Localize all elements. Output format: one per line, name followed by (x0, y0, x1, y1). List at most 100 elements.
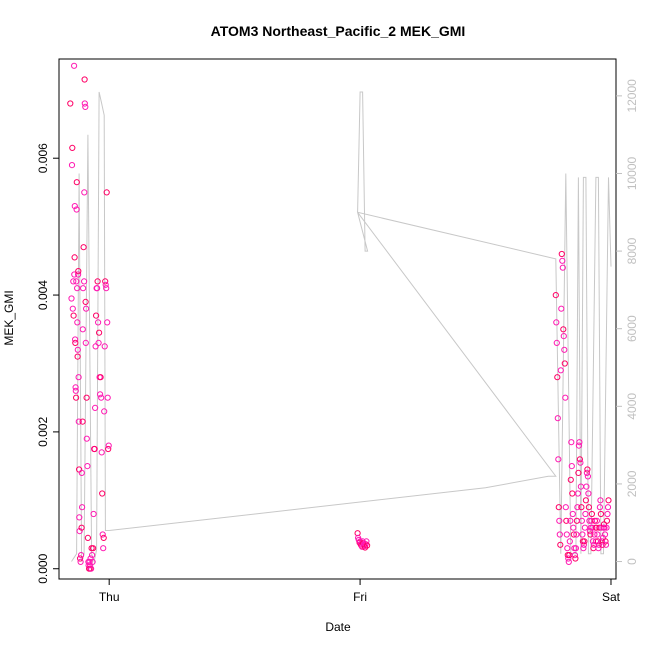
data-point (568, 439, 575, 446)
data-point (75, 374, 82, 381)
data-point (95, 339, 102, 346)
data-point (105, 442, 112, 449)
data-point (567, 476, 574, 483)
data-point (601, 531, 609, 538)
data-point (101, 343, 108, 350)
data-point (573, 517, 581, 524)
data-point (79, 418, 86, 425)
data-point (588, 510, 596, 518)
data-point (587, 531, 594, 538)
y-tick-label: 0.004 (36, 280, 50, 310)
data-point (575, 442, 583, 449)
data-point (556, 517, 563, 524)
data-point (73, 206, 80, 213)
data-point (558, 305, 565, 312)
data-point (569, 510, 576, 518)
data-point (553, 339, 560, 346)
data-point (82, 103, 89, 111)
data-point (554, 374, 561, 381)
data-point (553, 319, 560, 326)
data-point (78, 524, 85, 531)
data-point (70, 312, 77, 319)
plot-frame (58, 58, 617, 580)
data-point (556, 531, 563, 538)
data-point (574, 504, 581, 511)
data-point (573, 531, 580, 538)
data-point (69, 305, 76, 312)
data-point (88, 565, 95, 572)
data-point (565, 558, 572, 566)
data-point (560, 326, 567, 333)
data-point (584, 466, 591, 473)
data-point (595, 541, 603, 548)
data-point (95, 319, 102, 326)
data-point (364, 542, 371, 549)
data-point (577, 459, 584, 466)
data-point (92, 404, 99, 411)
data-point (561, 346, 568, 353)
data-point (94, 278, 101, 285)
data-point (81, 278, 88, 285)
data-point (362, 541, 369, 548)
data-point (69, 144, 76, 151)
data-point (604, 510, 611, 518)
data-point (572, 555, 579, 562)
data-point (362, 544, 369, 551)
x-axis-label: Date (325, 620, 351, 634)
data-point (599, 541, 606, 548)
data-point (585, 504, 593, 511)
data-point (598, 538, 606, 545)
y2-tick-label: 4000 (625, 393, 639, 420)
data-point (559, 264, 566, 271)
data-point (557, 367, 564, 374)
data-point (591, 517, 599, 524)
y2-tick-label: 2000 (625, 470, 639, 497)
y2-tick-label: 0 (625, 558, 639, 565)
data-point (73, 394, 80, 401)
data-point (552, 292, 559, 299)
data-point (575, 469, 582, 476)
data-point (78, 552, 85, 559)
data-point (72, 384, 79, 391)
x-tick-label: Thu (99, 590, 120, 604)
data-point (562, 504, 569, 511)
y2-tick-label: 8000 (625, 237, 639, 264)
data-point (75, 271, 82, 278)
data-point (594, 538, 602, 545)
data-point (604, 504, 612, 511)
data-point (582, 497, 590, 504)
data-point (559, 257, 566, 264)
data-point (93, 312, 100, 319)
data-point (602, 538, 609, 545)
data-point (70, 278, 77, 285)
y2-axis: 0 2000 4000 6000 8000 10000 12000 (616, 79, 639, 565)
data-point (583, 483, 590, 490)
data-point (79, 326, 86, 333)
data-point (603, 524, 610, 531)
line-layer (71, 91, 612, 564)
chart-title: ATOM3 Northeast_Pacific_2 MEK_GMI (211, 23, 466, 39)
y-axis: 0.000 0.002 0.004 0.006 (36, 143, 59, 584)
data-point (363, 538, 370, 545)
data-point (74, 346, 81, 353)
data-point (554, 415, 561, 422)
x-tick-label: Fri (353, 590, 367, 604)
data-point (102, 281, 109, 288)
data-point (595, 545, 602, 552)
data-point (578, 517, 586, 524)
data-point (72, 336, 79, 343)
data-point (83, 394, 90, 401)
y2-tick-label: 10000 (625, 156, 639, 190)
data-point (98, 449, 105, 456)
data-point (563, 531, 570, 538)
data-point (71, 203, 78, 210)
data-point (103, 285, 110, 292)
data-point (89, 552, 96, 559)
data-point (597, 497, 604, 504)
data-point (570, 524, 577, 531)
data-point (101, 408, 108, 415)
data-point (92, 343, 99, 350)
data-point (555, 456, 562, 463)
data-point (99, 490, 106, 497)
series-line (71, 91, 612, 564)
